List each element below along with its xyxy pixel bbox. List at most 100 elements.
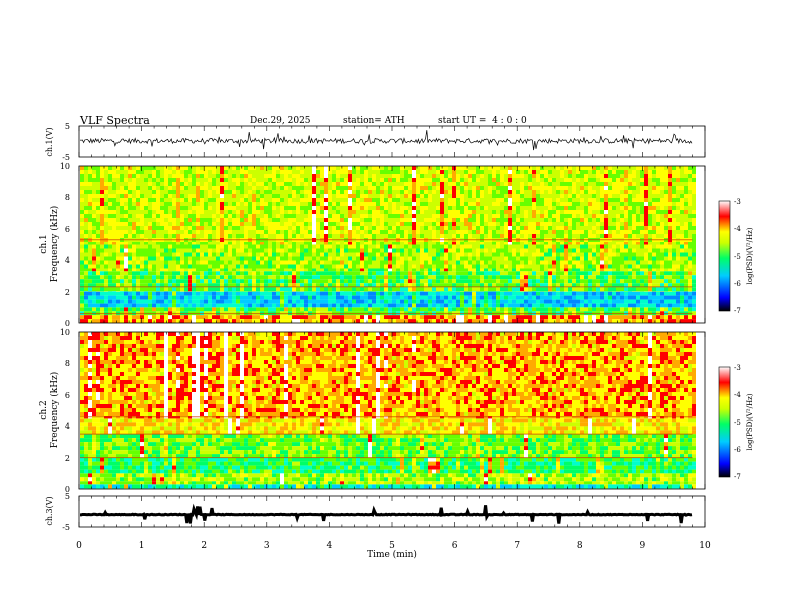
spectrogram-cell bbox=[416, 261, 420, 265]
spectrogram-cell bbox=[444, 261, 448, 265]
spectrogram-cell bbox=[224, 186, 228, 190]
spectrogram-cell bbox=[120, 319, 124, 323]
spectrogram-cell bbox=[368, 315, 372, 319]
spectrogram-cell bbox=[108, 269, 112, 272]
spectrogram-cell bbox=[236, 296, 240, 300]
spectrogram-cell bbox=[316, 206, 320, 210]
spectrogram-cell bbox=[284, 271, 288, 275]
spectrogram-cell bbox=[92, 249, 96, 253]
spectrogram-cell bbox=[352, 242, 356, 245]
spectrogram-cell bbox=[104, 253, 108, 257]
spectrogram-cell bbox=[328, 245, 332, 249]
spectrogram-cell bbox=[340, 287, 344, 291]
spectrogram-cell bbox=[348, 271, 352, 275]
spectrogram-cell bbox=[296, 275, 300, 279]
spectrogram-cell bbox=[128, 222, 132, 226]
spectrogram-cell bbox=[452, 315, 456, 319]
spectrogram-cell bbox=[296, 296, 300, 300]
spectrogram-cell bbox=[436, 287, 440, 291]
spectrogram-cell bbox=[172, 182, 176, 186]
spectrogram-cell bbox=[312, 170, 316, 174]
spectrogram-cell bbox=[388, 226, 392, 230]
spectrogram-cell bbox=[200, 186, 204, 190]
spectrogram-cell bbox=[348, 202, 352, 206]
spectrogram-cell bbox=[580, 287, 584, 291]
spectrogram-cell bbox=[392, 182, 396, 186]
spectrogram-cell bbox=[332, 300, 336, 304]
spectrogram-cell bbox=[372, 245, 376, 249]
spectrogram-cell bbox=[576, 307, 580, 311]
spectrogram-cell bbox=[316, 265, 320, 269]
spectrogram-cell bbox=[448, 279, 452, 283]
spectrogram-cell bbox=[520, 300, 524, 304]
spectrogram-cell bbox=[408, 206, 412, 210]
spectrogram-cell bbox=[292, 174, 296, 178]
spectrogram-cell bbox=[216, 265, 220, 269]
spectrogram-cell bbox=[552, 269, 556, 272]
spectrogram-cell bbox=[104, 170, 108, 174]
spectrogram-cell bbox=[428, 206, 432, 210]
spectrogram-cell bbox=[244, 218, 248, 222]
spectrogram-cell bbox=[656, 319, 660, 323]
spectrogram-cell bbox=[324, 275, 328, 279]
spectrogram-cell bbox=[260, 257, 264, 261]
spectrogram-cell bbox=[428, 319, 432, 323]
spectrogram-cell bbox=[204, 275, 208, 279]
spectrogram-cell bbox=[152, 300, 156, 304]
spectrogram-cell bbox=[172, 271, 176, 275]
spectrogram-cell bbox=[596, 275, 600, 279]
spectrogram-cell bbox=[188, 186, 192, 190]
spectrogram-cell bbox=[316, 218, 320, 222]
spectrogram-cell bbox=[100, 222, 104, 226]
spectrogram-cell bbox=[92, 269, 96, 272]
spectrogram-cell bbox=[380, 304, 384, 308]
spectrogram-cell bbox=[392, 287, 396, 291]
spectrogram-cell bbox=[592, 275, 596, 279]
spectrogram-cell bbox=[324, 218, 328, 222]
spectrogram-cell bbox=[108, 190, 112, 194]
spectrogram-cell bbox=[460, 315, 464, 319]
spectrogram-cell bbox=[256, 214, 260, 218]
spectrogram-cell bbox=[348, 304, 352, 308]
spectrogram-cell bbox=[168, 271, 172, 275]
spectrogram-cell bbox=[452, 265, 456, 269]
spectrogram-cell bbox=[204, 182, 208, 186]
spectrogram-cell bbox=[464, 257, 468, 261]
spectrogram-cell bbox=[116, 292, 120, 296]
spectrogram-cell bbox=[644, 287, 648, 291]
spectrogram-cell bbox=[524, 269, 528, 272]
spectrogram-cell bbox=[84, 218, 88, 222]
spectrogram-cell bbox=[328, 178, 332, 182]
spectrogram-cell bbox=[416, 222, 420, 226]
spectrogram-cell bbox=[680, 300, 684, 304]
spectrogram-cell bbox=[208, 222, 212, 226]
spectrogram-cell bbox=[204, 253, 208, 257]
spectrogram-cell bbox=[276, 307, 280, 311]
spectrogram-cell bbox=[104, 315, 108, 319]
spectrogram-cell bbox=[308, 253, 312, 257]
spectrogram-cell bbox=[188, 304, 192, 308]
spectrogram-cell bbox=[160, 249, 164, 253]
spectrogram-cell bbox=[220, 257, 224, 261]
spectrogram-cell bbox=[412, 202, 416, 206]
spectrogram-cell bbox=[204, 271, 208, 275]
spectrogram-cell bbox=[388, 279, 392, 283]
spectrogram-cell bbox=[472, 245, 476, 249]
spectrogram-cell bbox=[220, 178, 224, 182]
spectrogram-cell bbox=[276, 230, 280, 234]
spectrogram-cell bbox=[252, 234, 256, 238]
spectrogram-cell bbox=[192, 170, 196, 174]
spectrogram-cell bbox=[268, 206, 272, 210]
spectrogram-cell bbox=[592, 304, 596, 308]
spectrogram-cell bbox=[360, 198, 364, 202]
spectrogram-cell bbox=[440, 271, 444, 275]
spectrogram-cell bbox=[384, 186, 388, 190]
spectrogram-cell bbox=[476, 315, 480, 319]
spectrogram-cell bbox=[500, 245, 504, 249]
spectrogram-cell bbox=[196, 214, 200, 218]
spectrogram-cell bbox=[368, 202, 372, 206]
spectrogram-cell bbox=[180, 271, 184, 275]
spectrogram-cell bbox=[136, 222, 140, 226]
spectrogram-cell bbox=[332, 242, 336, 245]
spectrogram-cell bbox=[368, 292, 372, 296]
